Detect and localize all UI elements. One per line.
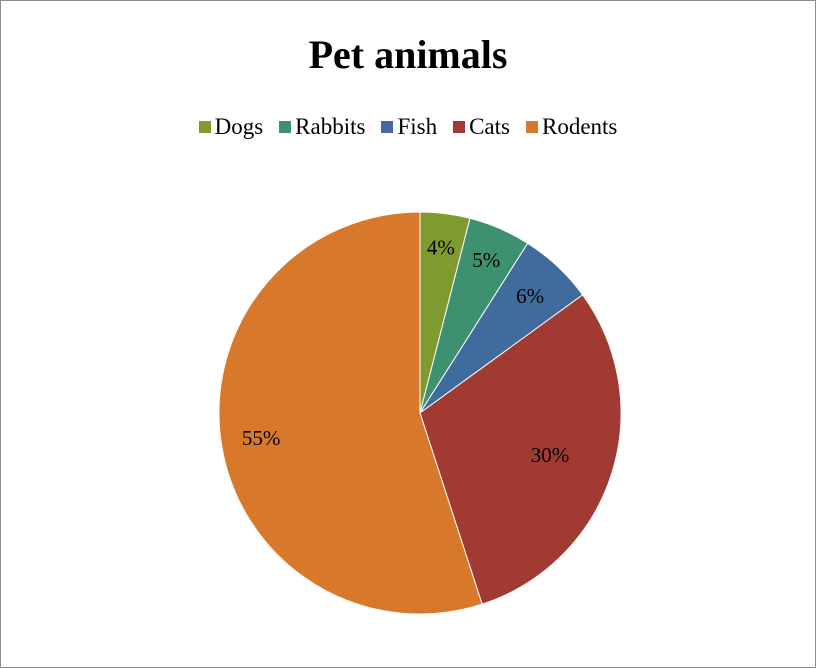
legend-item-rodents: Rodents <box>525 114 618 140</box>
legend-item-rabbits: Rabbits <box>279 114 365 140</box>
chart-legend: Dogs Rabbits Fish Cats Rodents <box>1 114 815 140</box>
legend-label-rabbits: Rabbits <box>295 114 366 139</box>
legend-label-rodents: Rodents <box>541 114 618 139</box>
data-label-cats: 30% <box>531 443 570 467</box>
pie-slice-rodents <box>218 211 483 615</box>
legend-item-cats: Cats <box>453 114 510 140</box>
data-label-dogs: 4% <box>427 235 455 259</box>
legend-item-dogs: Dogs <box>198 114 264 140</box>
legend-swatch-rabbits <box>279 121 292 133</box>
legend-swatch-cats <box>453 121 466 133</box>
chart-title: Pet animals <box>308 32 508 77</box>
legend-swatch-fish <box>381 121 394 133</box>
data-label-rodents: 55% <box>242 426 281 450</box>
data-label-fish: 6% <box>516 284 544 308</box>
pie-slice-cats <box>419 294 622 605</box>
legend-swatch-dogs <box>198 121 211 133</box>
legend-swatch-rodents <box>525 121 538 133</box>
legend-label-cats: Cats <box>469 114 510 139</box>
data-label-rabbits: 5% <box>472 248 500 272</box>
legend-label-dogs: Dogs <box>214 114 264 139</box>
legend-label-fish: Fish <box>397 114 438 139</box>
legend-item-fish: Fish <box>381 114 437 140</box>
